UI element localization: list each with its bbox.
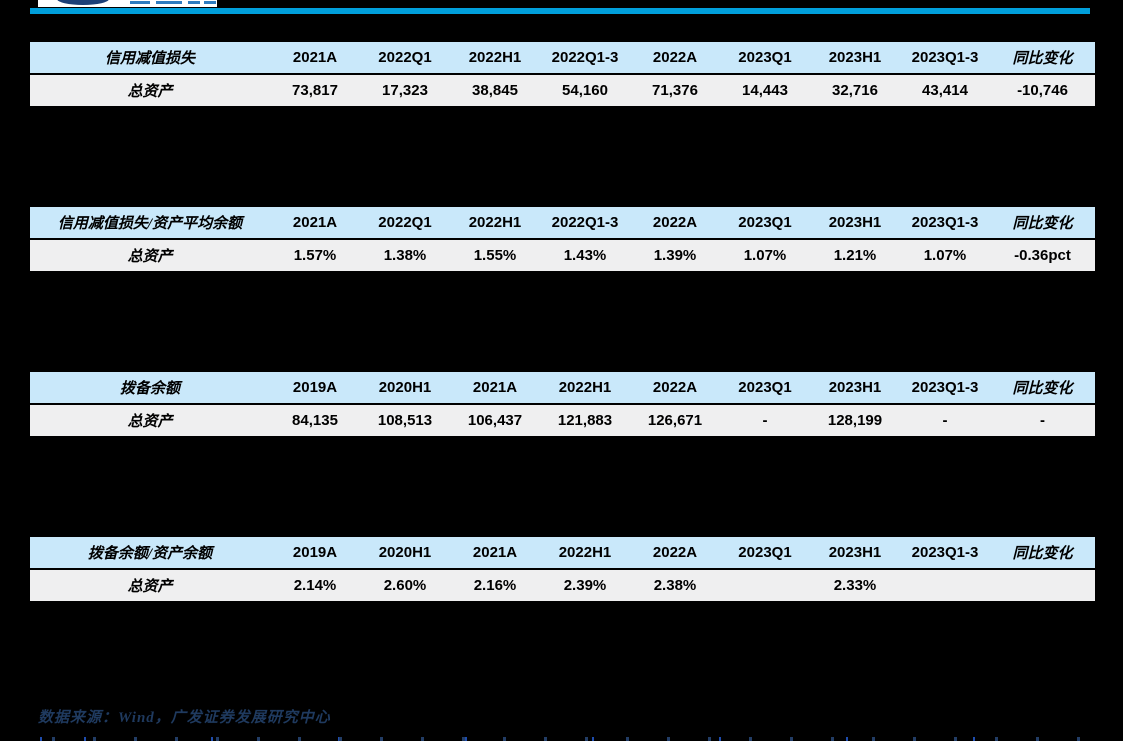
cell-value [720, 569, 810, 602]
column-header: 2023Q1 [738, 544, 792, 561]
table-row: 总资产 2.14% 2.60% 2.16% 2.39% 2.38% 2.33% [30, 569, 1095, 602]
column-header: 2021A [472, 544, 518, 561]
cell-value: 1.55% [473, 247, 517, 264]
cell-value: - [1040, 412, 1045, 429]
table-provision-balance-ratio: 拨备余额/资产余额 2019A 2020H1 2021A 2022H1 2022A 2023… [30, 535, 1095, 603]
column-header: 2023Q1-3 [911, 49, 979, 66]
column-header: 2023Q1-3 [911, 544, 979, 561]
cell-value: 2.39% [563, 577, 607, 594]
cell-value: 2.60% [383, 577, 427, 594]
cell-value: 2.38% [653, 577, 697, 594]
cell-value: 108,513 [377, 412, 433, 429]
column-header: 2022Q1 [378, 214, 432, 231]
table-row: 总资产 1.57% 1.38% 1.55% 1.43% 1.39% 1.07% 1.21% 1.… [30, 239, 1095, 272]
logo-wordmark-fragment [188, 1, 200, 4]
table-provision-balance: 拨备余额 2019A 2020H1 2021A 2022H1 2022A 2023Q1 202… [30, 370, 1095, 438]
column-header: 2022A [652, 379, 698, 396]
cell-value: 2.16% [473, 577, 517, 594]
column-header: 2023Q1 [738, 214, 792, 231]
logo-ellipse-icon [57, 0, 109, 5]
table-title-cell: 拨备余额 [119, 381, 180, 397]
cell-value: -0.36pct [1014, 247, 1071, 264]
cell-value: 128,199 [827, 412, 883, 429]
table-title-cell: 信用减值损失/资产平均余额 [57, 216, 243, 232]
gf-securities-logo-fragment [38, 0, 217, 7]
column-header: 2023Q1-3 [911, 214, 979, 231]
column-header: 2020H1 [378, 379, 432, 396]
cell-value: 1.43% [563, 247, 607, 264]
cell-value: 2.14% [293, 577, 337, 594]
column-header: 2023Q1 [738, 49, 792, 66]
cell-value: 17,323 [382, 82, 428, 99]
cell-value: 38,845 [472, 82, 518, 99]
column-header: 2022A [652, 544, 698, 561]
cell-value: 1.07% [923, 247, 967, 264]
table-title-cell: 拨备余额/资产余额 [87, 546, 213, 562]
cell-value: 2.33% [833, 577, 877, 594]
logo-wordmark-fragment [156, 1, 182, 4]
column-header: 2022A [652, 49, 698, 66]
column-header: 2022A [652, 214, 698, 231]
column-header: 2021A [472, 379, 518, 396]
cell-value: 1.39% [653, 247, 697, 264]
header-rule [30, 8, 1090, 14]
cell-value: 73,817 [292, 82, 338, 99]
cell-value: -10,746 [1017, 82, 1068, 99]
cell-value [900, 569, 990, 602]
cell-value: 1.07% [743, 247, 787, 264]
cell-value: - [762, 412, 768, 429]
data-source-note: 数据来源：Wind，广发证券发展研究中心 [38, 710, 331, 726]
table-credit-impairment-loss-ratio: 信用减值损失/资产平均余额 2021A 2022Q1 2022H1 2022Q1-3 20… [30, 205, 1095, 273]
row-label: 总资产 [127, 249, 173, 265]
column-header: 同比变化 [1012, 216, 1073, 232]
cell-value: 1.38% [383, 247, 427, 264]
cell-value [990, 569, 1095, 602]
table-title-cell: 信用减值损失 [104, 51, 195, 67]
column-header: 2023Q1-3 [911, 379, 979, 396]
cell-value: - [942, 412, 948, 429]
cell-value: 126,671 [647, 412, 703, 429]
logo-wordmark-fragment [130, 1, 150, 4]
cell-value: 1.57% [293, 247, 337, 264]
column-header: 2023H1 [828, 379, 882, 396]
cell-value: 106,437 [467, 412, 523, 429]
column-header: 2019A [292, 544, 338, 561]
cell-value: 1.21% [833, 247, 877, 264]
column-header: 2019A [292, 379, 338, 396]
cell-value: 54,160 [562, 82, 608, 99]
cell-value: 14,443 [742, 82, 788, 99]
column-header: 2022H1 [468, 214, 522, 231]
cell-value: 43,414 [922, 82, 968, 99]
column-header: 同比变化 [1012, 381, 1073, 397]
column-header: 2023H1 [828, 544, 882, 561]
column-header: 2023Q1 [738, 379, 792, 396]
column-header: 2022H1 [558, 544, 612, 561]
column-header: 2023H1 [828, 49, 882, 66]
row-label: 总资产 [127, 414, 173, 430]
cell-value: 121,883 [557, 412, 613, 429]
column-header: 2023H1 [828, 214, 882, 231]
cell-value: 84,135 [292, 412, 338, 429]
column-header: 2022H1 [468, 49, 522, 66]
column-header: 2022Q1-3 [551, 49, 619, 66]
table-row: 总资产 73,817 17,323 38,845 54,160 71,376 14,443 3… [30, 74, 1095, 107]
logo-wordmark-fragment [204, 1, 216, 4]
table-row: 总资产 84,135 108,513 106,437 121,883 126,671 - 12… [30, 404, 1095, 437]
column-header: 2020H1 [378, 544, 432, 561]
row-label: 总资产 [127, 579, 173, 595]
clipped-caption-fragments [38, 737, 1098, 741]
column-header: 同比变化 [1012, 546, 1073, 562]
table-credit-impairment-loss: 信用减值损失 2021A 2022Q1 2022H1 2022Q1-3 2022A 2023… [30, 40, 1095, 108]
column-header: 2021A [292, 49, 338, 66]
column-header: 同比变化 [1012, 51, 1073, 67]
column-header: 2022Q1 [378, 49, 432, 66]
cell-value: 71,376 [652, 82, 698, 99]
row-label: 总资产 [127, 84, 173, 100]
column-header: 2022Q1-3 [551, 214, 619, 231]
column-header: 2021A [292, 214, 338, 231]
cell-value: 32,716 [832, 82, 878, 99]
column-header: 2022H1 [558, 379, 612, 396]
